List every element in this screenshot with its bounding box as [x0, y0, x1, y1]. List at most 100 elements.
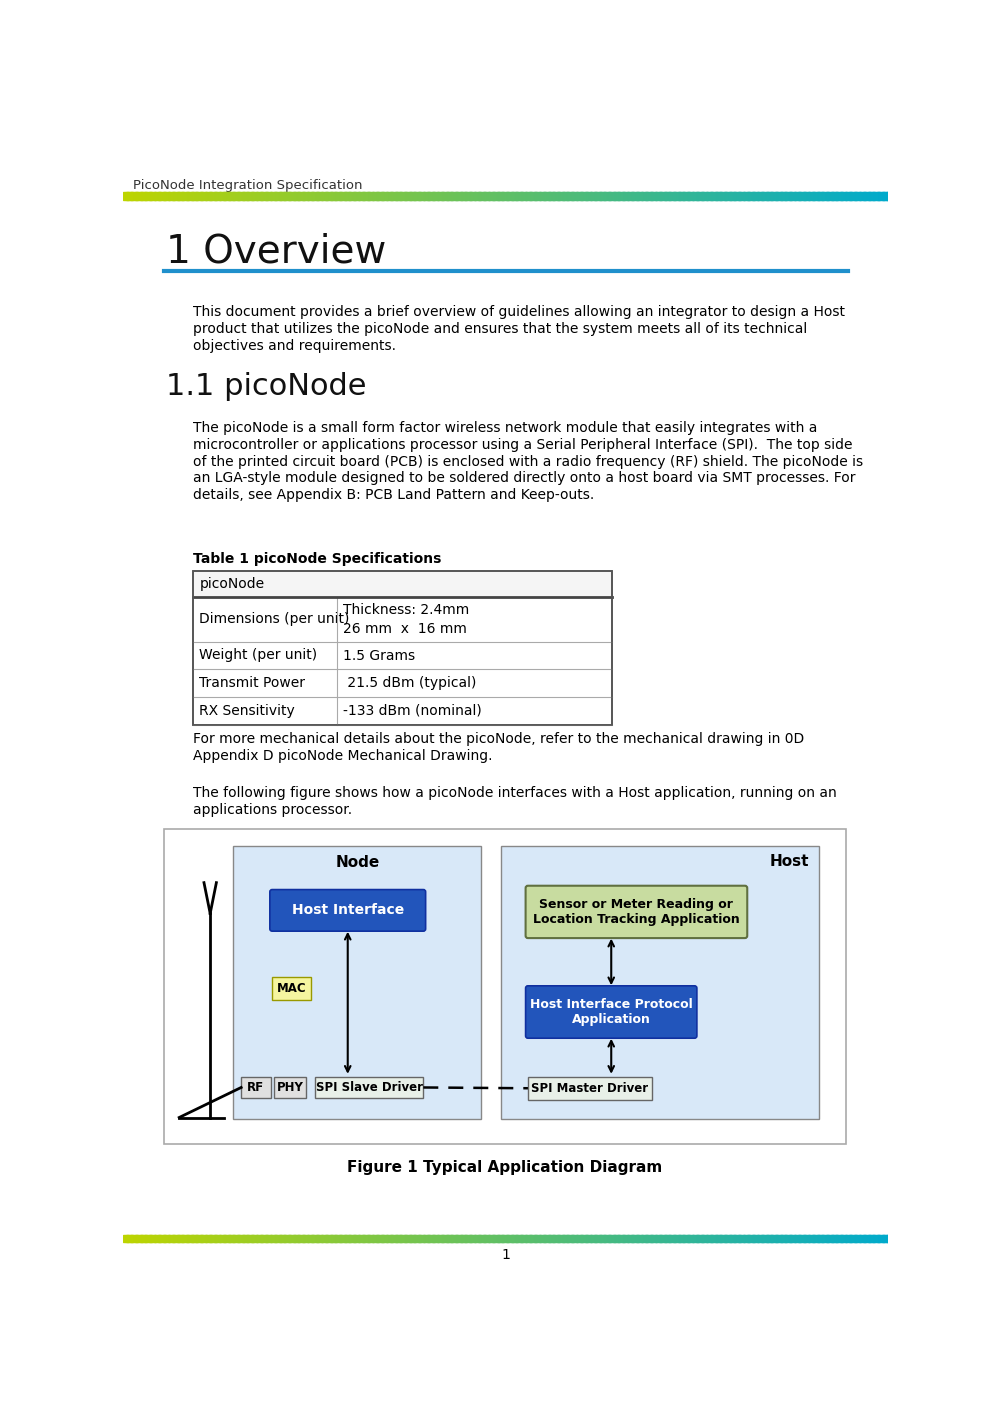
Bar [178, 192, 180, 200]
Bar [832, 192, 835, 200]
Bar [551, 192, 553, 200]
Bar [270, 192, 272, 200]
Bar [268, 192, 270, 200]
Bar [696, 192, 698, 200]
Bar [442, 192, 444, 200]
Bar [480, 192, 482, 200]
Bar [534, 192, 536, 200]
Bar [196, 192, 198, 200]
Bar [176, 192, 177, 200]
Text: Weight (per unit): Weight (per unit) [199, 649, 317, 663]
Bar [312, 1234, 314, 1242]
Bar [331, 192, 333, 200]
Bar [747, 1234, 749, 1242]
Bar [862, 1234, 864, 1242]
Bar [856, 192, 858, 200]
Bar [870, 192, 872, 200]
Bar [321, 192, 324, 200]
Bar [848, 192, 850, 200]
Bar [752, 192, 754, 200]
Bar [194, 192, 196, 200]
Bar [799, 192, 801, 200]
Bar [207, 192, 209, 200]
Bar [392, 192, 394, 200]
Bar [280, 1234, 282, 1242]
Bar [869, 1234, 871, 1242]
Bar [856, 1234, 858, 1242]
Bar [443, 1234, 445, 1242]
Bar [717, 192, 719, 200]
Bar [823, 1234, 825, 1242]
Bar [234, 192, 236, 200]
Bar [810, 192, 813, 200]
Bar [358, 1234, 360, 1242]
Text: picoNode: picoNode [199, 577, 264, 591]
Bar [155, 192, 157, 200]
Bar [797, 192, 799, 200]
Bar [795, 192, 797, 200]
Bar [751, 192, 753, 200]
Bar [356, 192, 358, 200]
Bar [190, 1234, 193, 1242]
Bar [429, 192, 431, 200]
Bar [615, 1234, 617, 1242]
Text: Host: Host [769, 853, 809, 869]
Bar [668, 1234, 669, 1242]
Bar [690, 192, 692, 200]
Bar [779, 192, 781, 200]
Bar [313, 1234, 316, 1242]
Bar [129, 192, 132, 200]
Bar [181, 192, 183, 200]
Bar [458, 1234, 460, 1242]
Bar [151, 1234, 153, 1242]
Bar [552, 192, 554, 200]
Bar [487, 192, 489, 200]
Bar [394, 192, 396, 200]
Bar [342, 1234, 344, 1242]
Text: product that utilizes the picoNode and ensures that the system meets all of its : product that utilizes the picoNode and e… [193, 322, 807, 337]
Bar [135, 1234, 137, 1242]
Bar [355, 192, 357, 200]
Bar [691, 1234, 693, 1242]
Text: RX Sensitivity: RX Sensitivity [199, 704, 295, 719]
Bar [350, 192, 352, 200]
Bar [536, 1234, 538, 1242]
Bar [489, 192, 491, 200]
Bar [528, 1076, 652, 1099]
Bar [498, 1234, 500, 1242]
Bar [373, 1234, 375, 1242]
Bar [701, 192, 703, 200]
Bar [240, 192, 242, 200]
Bar [835, 1234, 837, 1242]
Bar [383, 192, 386, 200]
Bar [493, 192, 495, 200]
Bar [809, 192, 810, 200]
Bar [402, 1234, 404, 1242]
Bar [289, 192, 291, 200]
Bar [123, 192, 125, 200]
Bar [237, 192, 239, 200]
Bar [655, 1234, 657, 1242]
Bar [277, 1234, 279, 1242]
Bar [451, 1234, 453, 1242]
Bar [216, 192, 218, 200]
Bar [526, 1234, 528, 1242]
Bar [810, 192, 811, 200]
Bar [801, 192, 803, 200]
Text: Appendix D picoNode Mechanical Drawing.: Appendix D picoNode Mechanical Drawing. [193, 750, 492, 764]
Bar [835, 192, 837, 200]
Bar [245, 192, 246, 200]
Text: 21.5 dBm (typical): 21.5 dBm (typical) [342, 676, 475, 690]
Bar [554, 1234, 556, 1242]
Bar [435, 192, 438, 200]
Bar [620, 192, 622, 200]
Bar [725, 192, 727, 200]
Bar [450, 1234, 452, 1242]
Bar [884, 1234, 886, 1242]
Bar [851, 192, 853, 200]
Bar [365, 1234, 367, 1242]
Bar [759, 192, 761, 200]
Bar [353, 1234, 355, 1242]
Bar [577, 1234, 579, 1242]
Bar [830, 192, 832, 200]
